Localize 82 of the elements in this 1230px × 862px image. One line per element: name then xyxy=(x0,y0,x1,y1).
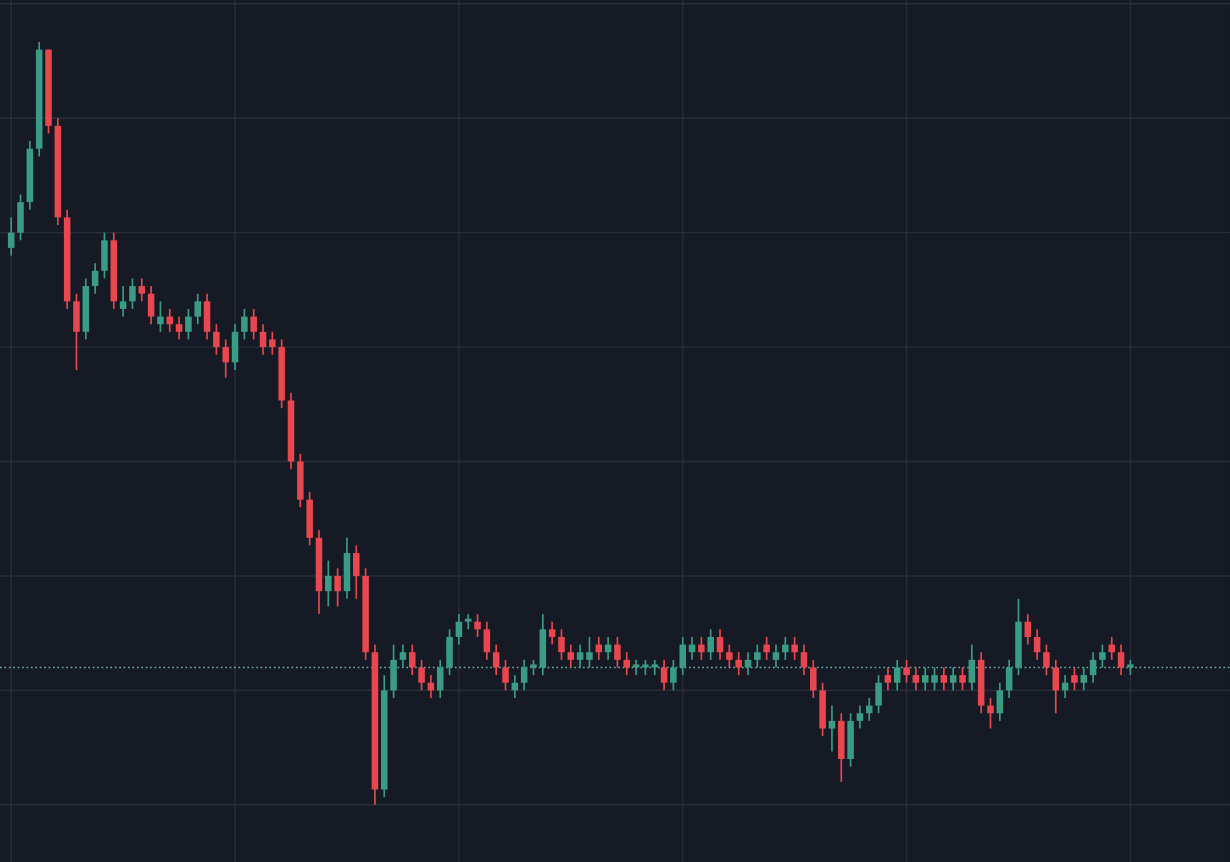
candlestick xyxy=(940,666,948,692)
candlestick xyxy=(353,544,360,600)
candlestick xyxy=(735,651,742,676)
candlestick xyxy=(754,643,761,669)
candlestick xyxy=(147,285,155,326)
candlestick xyxy=(772,643,780,669)
candlestick xyxy=(875,674,882,715)
candlestick xyxy=(949,666,957,692)
candlestick xyxy=(865,697,873,722)
candlestick xyxy=(763,636,770,661)
candlestick xyxy=(1117,643,1125,676)
candlestick xyxy=(325,559,332,608)
candlestick xyxy=(157,300,164,333)
candlestick xyxy=(959,666,966,692)
candlestick xyxy=(726,643,733,669)
candlestick xyxy=(968,643,976,692)
candlestick xyxy=(334,567,341,608)
candlestick xyxy=(194,292,201,326)
candlestick xyxy=(222,338,229,379)
candlestick xyxy=(931,666,938,692)
candlestick xyxy=(464,613,472,631)
candlestick xyxy=(893,659,901,692)
candlestick xyxy=(91,262,99,295)
candlestick xyxy=(213,323,220,356)
candlestick xyxy=(1052,659,1060,715)
candlestick xyxy=(921,666,929,692)
candlestick xyxy=(1089,651,1097,684)
candlestick xyxy=(912,666,920,692)
candlestick xyxy=(632,659,640,676)
candlestick xyxy=(119,285,127,318)
candlestick xyxy=(269,330,276,356)
candlestick xyxy=(903,659,910,684)
candlestick xyxy=(1024,613,1032,646)
candlestick xyxy=(7,216,15,257)
candlestick xyxy=(250,308,257,341)
candlestick xyxy=(679,636,686,676)
candlestick xyxy=(614,636,621,669)
candlestick xyxy=(987,697,994,730)
candlestick xyxy=(166,308,174,333)
candlestick xyxy=(791,636,798,661)
candlestick xyxy=(175,315,183,341)
candlestick xyxy=(707,628,714,661)
candlestick xyxy=(1080,666,1088,692)
candlestick xyxy=(185,308,192,341)
candlestick xyxy=(576,643,584,669)
candlestick xyxy=(828,704,836,753)
candlestick xyxy=(1071,666,1078,692)
candlestick xyxy=(138,277,146,303)
candlestick xyxy=(1005,659,1013,699)
candlestick xyxy=(436,659,444,699)
candlestick xyxy=(492,643,500,676)
candlestick xyxy=(698,636,705,661)
candlestick xyxy=(810,659,817,699)
candlestick xyxy=(502,659,509,692)
candlestick xyxy=(474,613,481,638)
candlestick xyxy=(996,681,1004,722)
candlestick xyxy=(418,659,425,692)
candlestick xyxy=(586,636,593,669)
candlestick xyxy=(651,659,658,676)
candlestick xyxy=(259,323,267,356)
candlestick xyxy=(856,704,864,730)
candlestick xyxy=(520,659,528,692)
candlestick xyxy=(884,666,892,692)
candlestick xyxy=(1108,636,1115,661)
candlestick xyxy=(623,651,631,676)
candlestick xyxy=(670,659,677,692)
candlestick xyxy=(782,636,789,661)
candlestick xyxy=(1043,643,1050,676)
candlestick xyxy=(483,620,491,661)
candlestick xyxy=(455,613,463,646)
candlestick xyxy=(129,277,136,310)
candlestick xyxy=(399,643,407,669)
candlestick xyxy=(800,643,808,676)
candlestick xyxy=(1033,628,1041,661)
candlestick xyxy=(408,643,416,676)
candlestick xyxy=(1099,643,1106,669)
candlestick xyxy=(548,620,556,646)
candlestick xyxy=(241,308,248,341)
candlestick xyxy=(660,659,668,692)
candlestick xyxy=(716,628,724,661)
candlestick xyxy=(558,628,565,661)
candlestick xyxy=(567,643,575,669)
